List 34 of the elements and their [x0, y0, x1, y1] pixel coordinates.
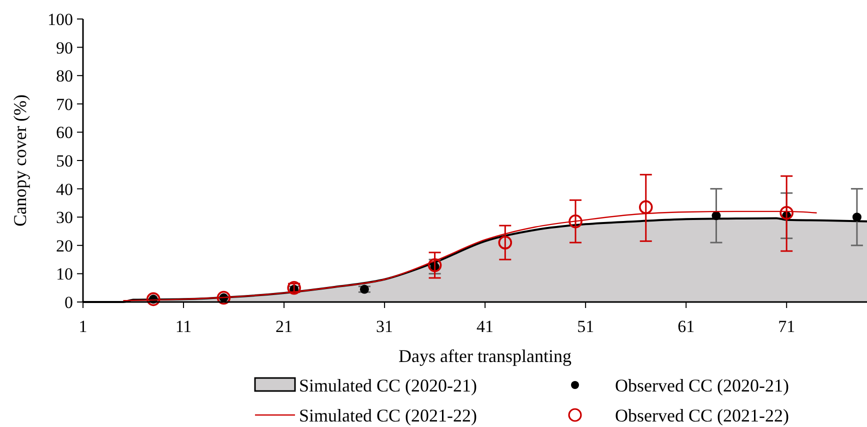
y-tick-label: 50 [56, 151, 73, 170]
x-tick-label: 41 [476, 317, 494, 336]
point [216, 290, 231, 305]
legend-label: Simulated CC (2021-22) [299, 405, 477, 426]
x-tick-label: 51 [577, 317, 594, 336]
point [638, 200, 653, 214]
y-tick-label: 20 [56, 236, 73, 256]
y-axis-title: Canopy cover (%) [10, 94, 30, 226]
point [712, 211, 721, 220]
x-axis-title: Days after transplanting [398, 346, 572, 366]
y-tick-label: 100 [48, 10, 73, 29]
legend-label: Observed CC (2021-22) [615, 405, 789, 426]
y-tick-label: 80 [56, 66, 73, 86]
y-tick-label: 60 [56, 123, 73, 142]
x-tick-label: 31 [376, 317, 394, 336]
x-tick-label: 1 [78, 317, 88, 336]
point [498, 236, 512, 250]
y-tick-label: 0 [64, 292, 73, 312]
point [780, 206, 794, 220]
y-tick-label: 40 [56, 180, 73, 199]
x-tick-label: 11 [175, 317, 192, 336]
x-tick-label: 21 [276, 317, 293, 336]
y-tick-label: 10 [56, 264, 73, 284]
point [568, 214, 582, 228]
y-tick-label: 90 [56, 38, 73, 58]
legend-label: Simulated CC (2020-21) [299, 375, 477, 396]
y-tick-label: 30 [56, 208, 73, 228]
x-tick-label: 61 [678, 317, 695, 336]
x-tick-label: 71 [778, 317, 796, 336]
legend-label: Observed CC (2020-21) [615, 375, 789, 396]
point [146, 292, 160, 306]
point [360, 284, 369, 294]
y-tick-label: 70 [56, 94, 73, 114]
point [852, 212, 862, 222]
